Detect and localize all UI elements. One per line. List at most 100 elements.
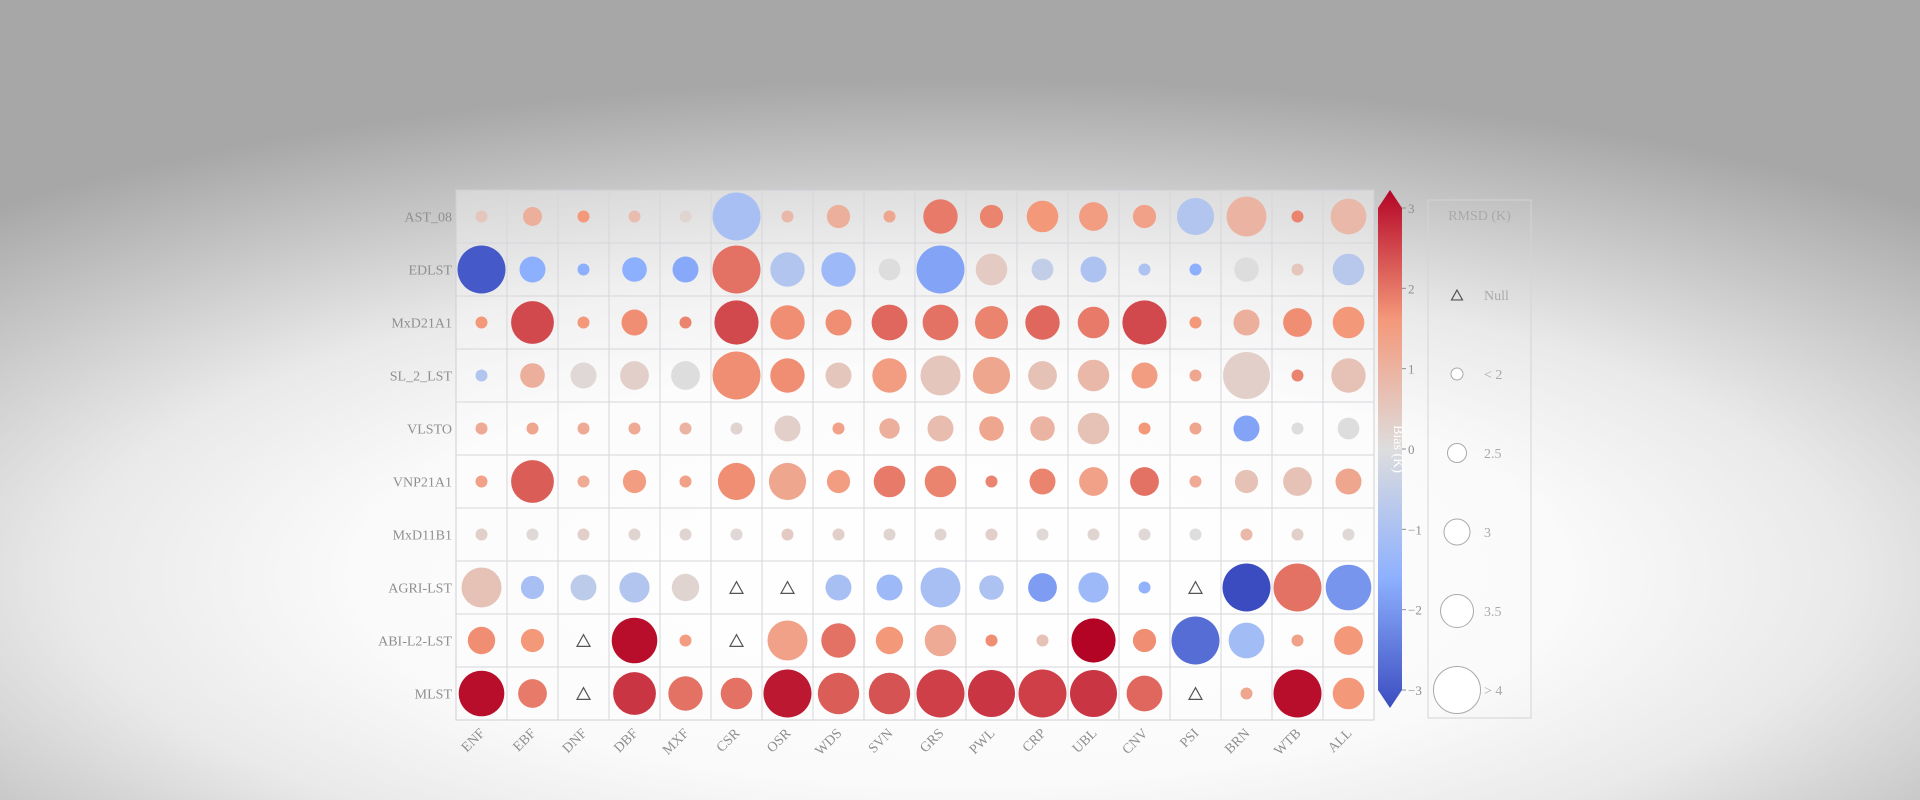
bias-circle (1291, 210, 1304, 223)
legend-label: 3 (1484, 526, 1491, 541)
bias-circle (979, 416, 1004, 441)
bias-circle (1018, 669, 1067, 718)
column-label: ALL (1325, 726, 1355, 756)
bias-circle (519, 256, 546, 283)
row-label: MxD11B1 (393, 529, 452, 544)
bias-circle (671, 361, 700, 390)
bias-circle (520, 575, 545, 600)
bias-circle (1291, 369, 1304, 382)
bias-circle (1025, 305, 1060, 340)
bias-circle (1291, 422, 1304, 435)
bias-circle (825, 362, 852, 389)
colorbar-label: Bias (K) (1390, 425, 1405, 473)
legend-label: 3.5 (1484, 605, 1502, 620)
bias-circle (1335, 468, 1362, 495)
bias-circle (817, 672, 860, 715)
bias-circle (1234, 469, 1259, 494)
bias-circle (924, 465, 957, 498)
colorbar-tick-label: 1 (1408, 362, 1415, 377)
bias-circle (679, 528, 692, 541)
column-label: EBF (511, 726, 540, 755)
legend-label: < 2 (1484, 368, 1502, 383)
column-label: SVN (866, 726, 896, 756)
bias-circle (1291, 634, 1304, 647)
bias-circle (1132, 628, 1157, 653)
bias-circle (1138, 422, 1151, 435)
bias-circle (619, 572, 650, 603)
bias-circle (526, 422, 539, 435)
column-label: PSI (1177, 726, 1202, 751)
bias-circle (672, 256, 699, 283)
bias-circle (1189, 369, 1202, 382)
bias-circle (1036, 528, 1049, 541)
bias-circle (1233, 309, 1260, 336)
bias-circle (1176, 197, 1215, 236)
bias-circle (1291, 263, 1304, 276)
row-label: SL_2_LST (390, 370, 453, 385)
bias-circle (1132, 204, 1157, 229)
row-label: MxD21A1 (391, 317, 452, 332)
bias-circle (1029, 468, 1056, 495)
bias-circle (475, 369, 488, 382)
bias-circle (730, 422, 743, 435)
bias-circle (927, 415, 954, 442)
bias-circle (1332, 677, 1365, 710)
null-marker (728, 633, 745, 647)
bias-circle (570, 574, 597, 601)
bias-circle (720, 677, 753, 710)
bias-circle (628, 422, 641, 435)
bias-circle (1334, 626, 1363, 655)
bias-circle (511, 460, 554, 503)
bias-circle (613, 672, 656, 715)
bias-circle (1330, 198, 1367, 235)
bias-circle (526, 528, 539, 541)
bias-circle (979, 575, 1004, 600)
null-marker (779, 580, 796, 594)
legend-null-marker (1450, 288, 1464, 301)
bias-circle (1240, 687, 1253, 700)
bias-circle (1234, 257, 1259, 282)
row-label: VNP21A1 (393, 476, 452, 491)
bias-circle (461, 567, 502, 608)
colorbar-tick-label: −3 (1408, 683, 1422, 698)
legend-circle (1440, 594, 1474, 628)
column-label: BRN (1222, 726, 1253, 757)
colorbar-tick-label: −2 (1408, 603, 1422, 618)
bias-circle (577, 475, 590, 488)
bias-circle (1131, 362, 1158, 389)
matrix-cells (457, 192, 1372, 718)
bias-circle (1138, 528, 1151, 541)
column-label: DBF (611, 726, 641, 756)
bias-circle (679, 210, 692, 223)
bias-circle (832, 528, 845, 541)
bias-circle (883, 528, 896, 541)
bias-circle (712, 351, 761, 400)
bias-circle (985, 528, 998, 541)
bias-circle (868, 672, 911, 715)
row-label: AST_08 (405, 211, 452, 226)
bias-circle (1036, 634, 1049, 647)
row-label: MLST (415, 688, 453, 703)
bias-circle (475, 316, 488, 329)
bias-circle (1331, 358, 1366, 393)
bias-circle (679, 475, 692, 488)
bias-circle (832, 422, 845, 435)
bias-circle (679, 316, 692, 329)
colorbar-tick-label: −1 (1408, 522, 1422, 537)
bias-circle (475, 422, 488, 435)
bias-circle (968, 670, 1015, 717)
bias-circle (934, 528, 947, 541)
legend-items: Null < 2 2.5 3 3.5 > 4 (1433, 288, 1509, 714)
colorbar-tick-label: 3 (1408, 201, 1415, 216)
legend-label: Null (1484, 289, 1509, 304)
bias-circle (821, 252, 856, 287)
bias-circle (1077, 306, 1110, 339)
column-label: CNV (1120, 726, 1152, 758)
bias-circle (1122, 300, 1167, 345)
column-label: UBL (1070, 726, 1100, 756)
bias-circle (920, 355, 961, 396)
bias-circle (714, 300, 759, 345)
column-label: DNF (560, 726, 591, 757)
column-label: WDS (813, 726, 846, 759)
bias-circle (975, 306, 1008, 339)
